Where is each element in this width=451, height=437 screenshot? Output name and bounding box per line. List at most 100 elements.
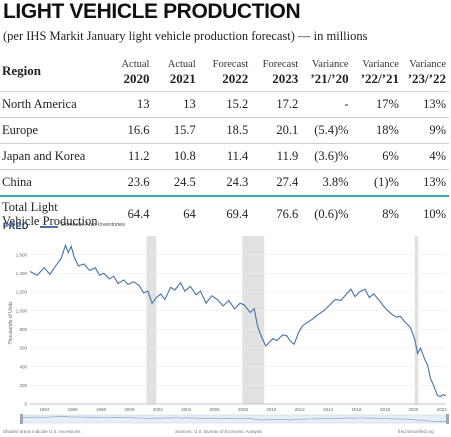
- x-tick-label: 2020: [408, 407, 419, 412]
- table-cell: 13: [152, 91, 199, 118]
- y-tick-label: 400: [19, 364, 27, 369]
- y-tick-label: 1,600: [16, 252, 28, 257]
- y-tick-labels-group: 0 200 400 600 800 1,000 1,200 1,400 1,600: [16, 252, 28, 406]
- x-tick-label: 2006: [210, 407, 221, 412]
- col-year: ’23/’22: [407, 70, 446, 86]
- slider-handle-right[interactable]: [446, 414, 449, 424]
- table-cell: 27.4: [251, 169, 302, 196]
- table-cell: 18%: [351, 117, 402, 144]
- table-header-row: Region Actual 2020 Actual 2021 Forecast 202…: [0, 52, 449, 92]
- recession-shading-group: [146, 236, 419, 404]
- x-tick-label: 1996: [68, 407, 79, 412]
- y-tick-label: 1,200: [16, 290, 28, 295]
- y-tick-label: 1,000: [16, 308, 28, 313]
- footer-source: Sources: U.S. Bureau of Economic Analysi…: [175, 429, 263, 434]
- table-cell: 64.4: [116, 195, 153, 230]
- fred-logo-text: FRED: [3, 221, 29, 231]
- total-label-line1: Total Light: [2, 199, 58, 214]
- x-tick-label: 2004: [181, 407, 192, 412]
- y-tick-label: 800: [19, 327, 27, 332]
- col-header-2020: Actual 2020: [116, 52, 152, 92]
- table-cell: 16.6: [116, 117, 153, 144]
- x-tick-label: 2022: [437, 407, 448, 412]
- col-year: 2021: [169, 70, 196, 86]
- total-region-name: Total Light Vehicle Production: [0, 195, 117, 230]
- table-row: China 23.6 24.5 24.3 27.4 3.8% (1)% 13%: [0, 169, 449, 196]
- table-row: Europe 16.6 15.7 18.5 20.1 (5.4)% 18% 9%: [0, 117, 449, 144]
- y-axis-label: Thousands of Units: [8, 301, 14, 345]
- table-cell: 17%: [351, 91, 402, 118]
- fred-chart: 0 200 400 600 800 1,000 1,200 1,400 1,600 1994 19…: [0, 220, 451, 437]
- table-cell: 10%: [401, 195, 449, 230]
- x-tick-label: 2008: [238, 407, 249, 412]
- x-tick-label: 2016: [352, 407, 363, 412]
- col-header-2021: Actual 2021: [152, 52, 198, 92]
- table-row: North America 13 13 15.2 17.2 - 17% 13%: [0, 91, 449, 118]
- x-tick-label: 2018: [380, 407, 391, 412]
- page-subtitle: (per IHS Markit January light vehicle pr…: [3, 29, 368, 43]
- region-name: China: [0, 169, 117, 196]
- x-tick-labels-group: 1994 1996 1998 2000 2002 2004 2006 2008 2010 2012…: [39, 407, 447, 412]
- date-range-slider-track[interactable]: [21, 414, 449, 424]
- col-year: ’21/’20: [310, 70, 349, 86]
- table-cell: 15.2: [198, 91, 252, 118]
- table-cell: 24.3: [198, 169, 252, 196]
- table-cell: (0.6)%: [301, 195, 352, 230]
- table-cell: 69.4: [198, 195, 252, 230]
- col-year: 2020: [123, 70, 150, 86]
- col-year: 2022: [222, 70, 249, 86]
- y-tick-label: 1,400: [16, 271, 28, 276]
- table-cell: 18.5: [198, 117, 252, 144]
- recession-band: [242, 236, 265, 404]
- x-tick-label: 1998: [96, 407, 107, 412]
- table-cell: 15.7: [152, 117, 199, 144]
- col-label: Variance: [362, 58, 399, 70]
- col-header-2022: Forecast 2022: [199, 52, 252, 92]
- col-year: 2023: [272, 70, 299, 86]
- slider-mini-series: [22, 415, 446, 422]
- table-row: Japan and Korea 11.2 10.8 11.4 11.9 (3.6…: [0, 143, 449, 170]
- table-total-row: Total Light Vehicle Production 64.4 64 69…: [0, 195, 449, 230]
- table-cell: 20.1: [251, 117, 302, 144]
- table-cell: 23.6: [116, 169, 153, 196]
- table-cell: 13%: [401, 91, 449, 118]
- table-cell: (5.4)%: [301, 117, 352, 144]
- table-cell: 13%: [401, 169, 449, 196]
- col-label: Actual: [121, 58, 150, 70]
- table-cell: 11.9: [251, 143, 302, 170]
- recession-band: [414, 236, 419, 404]
- slider-handle-left[interactable]: [20, 414, 23, 424]
- recession-band: [146, 236, 157, 404]
- table-cell: (3.6)%: [301, 143, 352, 170]
- x-tick-label: 2002: [153, 407, 164, 412]
- region-name: Europe: [0, 117, 117, 144]
- table-cell: (1)%: [351, 169, 402, 196]
- x-tick-label: 2012: [295, 407, 306, 412]
- table-cell: -: [301, 91, 352, 118]
- footer-fred-link[interactable]: fred.stlouisfed.org: [398, 429, 434, 434]
- y-tick-label: 0: [24, 402, 27, 407]
- total-label-line2: Vehicle Production: [2, 213, 98, 228]
- col-label: Forecast: [212, 58, 249, 70]
- col-label: Variance: [311, 58, 349, 70]
- fred-logo: FRED: [3, 221, 43, 231]
- table-cell: 10.8: [152, 143, 199, 170]
- x-tick-label: 2000: [124, 407, 135, 412]
- production-table: Region Actual 2020 Actual 2021 Forecast 202…: [0, 52, 449, 230]
- table-cell: 24.5: [152, 169, 199, 196]
- col-header-var-21-20: Variance ’21/’20: [301, 52, 351, 92]
- legend-swatch: [40, 226, 58, 228]
- footer-recessions-note: Shaded areas indicate U.S. recessions: [3, 429, 81, 434]
- table-cell: 13: [116, 91, 153, 118]
- col-label: Variance: [409, 58, 446, 70]
- table-cell: 3.8%: [301, 169, 352, 196]
- table-cell: 8%: [351, 195, 402, 230]
- col-header-2023: Forecast 2023: [251, 52, 301, 92]
- region-name: North America: [0, 91, 117, 118]
- table-cell: 64: [152, 195, 199, 230]
- table-cell: 11.2: [116, 143, 153, 170]
- region-name: Japan and Korea: [0, 143, 117, 170]
- y-tick-label: 600: [19, 346, 27, 351]
- col-label: Actual: [167, 58, 196, 70]
- col-year: ’22/’21: [360, 70, 399, 86]
